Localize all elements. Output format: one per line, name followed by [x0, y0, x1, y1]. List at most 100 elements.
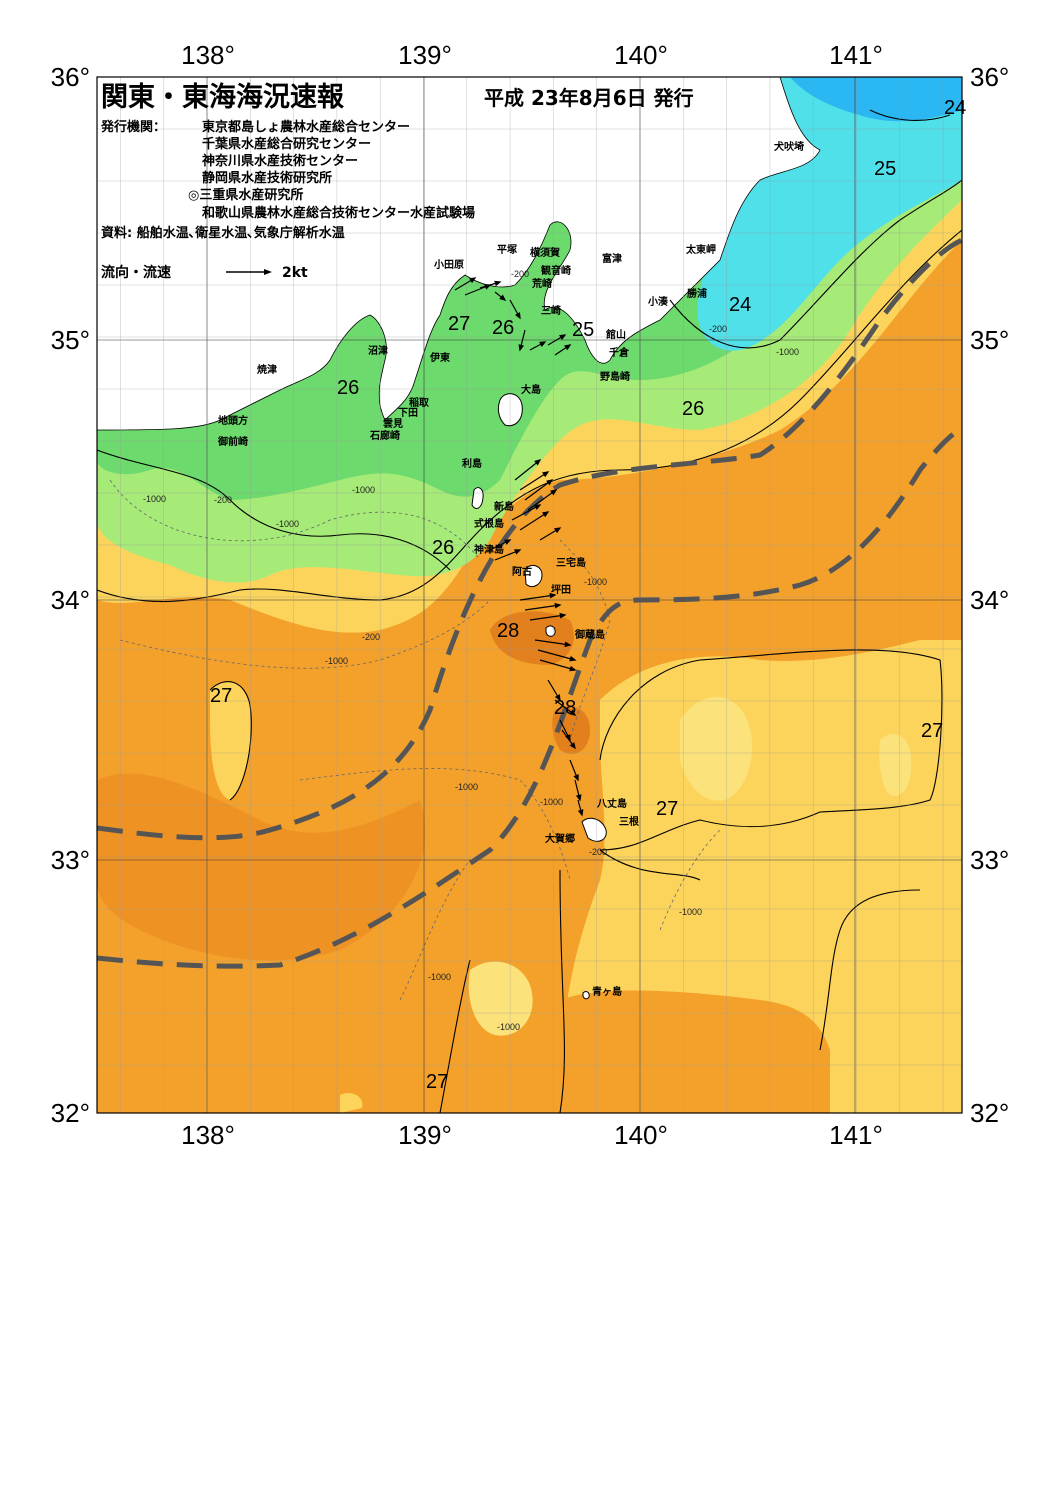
current-arrow-head	[469, 277, 477, 284]
lat-label-32-right: 32°	[970, 1098, 1009, 1128]
depth-label: -1000	[276, 519, 299, 529]
temp-label: 26	[492, 317, 514, 339]
current-arrow-head	[504, 539, 512, 545]
depth-label: -1000	[352, 485, 375, 495]
hot-core-1	[490, 611, 574, 665]
current-arrow-shaft	[511, 504, 541, 521]
place-label: 焼津	[257, 363, 277, 376]
current-arrow-head	[554, 602, 562, 609]
current-arrow-head	[514, 312, 521, 320]
depth-label: -1000	[679, 907, 702, 917]
light-blob-2	[879, 734, 912, 796]
depth-label: -1000	[428, 972, 451, 982]
place-label: 利島	[462, 457, 482, 470]
temp-label: 25	[874, 158, 896, 180]
temp-label: 26	[682, 398, 704, 420]
place-label: 野島崎	[600, 370, 630, 383]
place-label: 観音崎	[541, 264, 571, 277]
current-arrow-head	[546, 479, 554, 486]
place-label: 三根	[619, 815, 639, 828]
current-arrow-head	[534, 504, 542, 510]
issue-date: 平成 23年8月6日 発行	[484, 86, 694, 110]
lon-label-138-top: 138°	[181, 40, 235, 70]
lat-label-35-left: 35°	[51, 325, 90, 355]
current-arrow-head	[559, 612, 567, 619]
sst-field	[97, 77, 962, 1113]
publisher-3: 神奈川県水産技術センター	[202, 153, 358, 169]
data-source: 資料: 船舶水温､衛星水温､気象庁解析水温	[101, 225, 345, 241]
latitude-axis-left: 36° 35° 34° 33° 32°	[51, 62, 90, 1128]
flow-legend-label: 流向・流速	[101, 264, 171, 281]
place-label: 千倉	[609, 346, 630, 359]
place-label: 八丈島	[596, 797, 627, 810]
place-label: 雲見	[383, 418, 403, 430]
place-label: 太東岬	[685, 243, 716, 256]
current-arrow-head	[539, 341, 547, 347]
temp-label: 26	[432, 537, 454, 559]
place-label: 大賀郷	[545, 832, 575, 845]
current-arrow-head	[542, 471, 550, 478]
publisher-4: 静岡県水産技術研究所	[202, 170, 332, 186]
temperature-labels: 24 25 24 27 26 25 26 26 26 28 27 28 27 2…	[210, 97, 966, 1093]
current-arrow-shaft	[514, 459, 541, 481]
island-aogashima	[582, 991, 590, 1000]
light-blob-3	[468, 961, 533, 1036]
temp-label: 24	[729, 294, 751, 316]
lat-label-36-right: 36°	[970, 62, 1009, 92]
place-label: 大島	[521, 383, 541, 396]
light-blob-5	[340, 1093, 363, 1113]
place-label: 平塚	[497, 243, 517, 256]
current-arrow-head	[534, 459, 542, 466]
depth-label: -1000	[143, 494, 166, 504]
current-arrow-head	[575, 794, 582, 802]
depth-label: -200	[362, 632, 380, 642]
latitude-axis-right: 36° 35° 34° 33° 32°	[970, 62, 1009, 1128]
place-label: 御前崎	[217, 435, 248, 448]
current-arrow-head	[518, 344, 525, 352]
temp-label: 27	[656, 798, 678, 820]
depth-label: -1000	[584, 577, 607, 587]
land-honshu	[97, 77, 821, 431]
current-arrow-head	[564, 344, 572, 351]
lat-label-33-left: 33°	[51, 845, 90, 875]
current-arrow-head	[559, 334, 567, 341]
current-arrow-head	[494, 280, 502, 287]
place-label: 阿古	[512, 565, 532, 578]
temp-label: 26	[337, 377, 359, 399]
place-label: 荒崎	[531, 277, 552, 290]
place-label: 石廊崎	[369, 429, 400, 442]
current-arrow-head	[573, 774, 579, 782]
current-arrow-shaft	[524, 479, 553, 501]
current-arrow-head	[569, 742, 576, 750]
depth-label: -1000	[455, 782, 478, 792]
place-label: 小田原	[433, 258, 464, 271]
place-label: 青ヶ島	[592, 985, 622, 998]
current-arrow-head	[549, 592, 557, 599]
depth-label: -200	[511, 269, 529, 279]
current-arrow-head	[514, 549, 522, 555]
current-arrow-head	[499, 294, 507, 301]
lon-label-140-bottom: 140°	[614, 1120, 668, 1150]
depth-label: -1000	[497, 1022, 520, 1032]
current-arrow-head	[554, 527, 562, 534]
place-label: 新島	[494, 500, 514, 513]
depth-label: -1000	[776, 347, 799, 357]
place-label: 下田	[398, 407, 418, 419]
publisher-5: ◎三重県水産研究所	[188, 187, 303, 203]
map-frame	[96, 76, 963, 1114]
isotherm-lines	[97, 109, 962, 1113]
lat-label-33-right: 33°	[970, 845, 1009, 875]
place-label: 沼津	[368, 344, 388, 357]
island-oshima	[497, 393, 523, 427]
light-blob-4	[210, 681, 252, 800]
island-miyake	[524, 564, 543, 588]
place-label: 横須賀	[530, 246, 560, 259]
lon-label-139-bottom: 139°	[398, 1120, 452, 1150]
lat-label-35-right: 35°	[970, 325, 1009, 355]
temp-label: 27	[921, 720, 943, 742]
longitude-axis-top: 138° 139° 140° 141°	[181, 40, 883, 70]
flow-legend-scale: 2kt	[282, 265, 308, 281]
place-label: 御蔵島	[574, 628, 605, 641]
temp-label: 28	[554, 697, 576, 719]
current-arrow-shaft	[537, 649, 576, 661]
